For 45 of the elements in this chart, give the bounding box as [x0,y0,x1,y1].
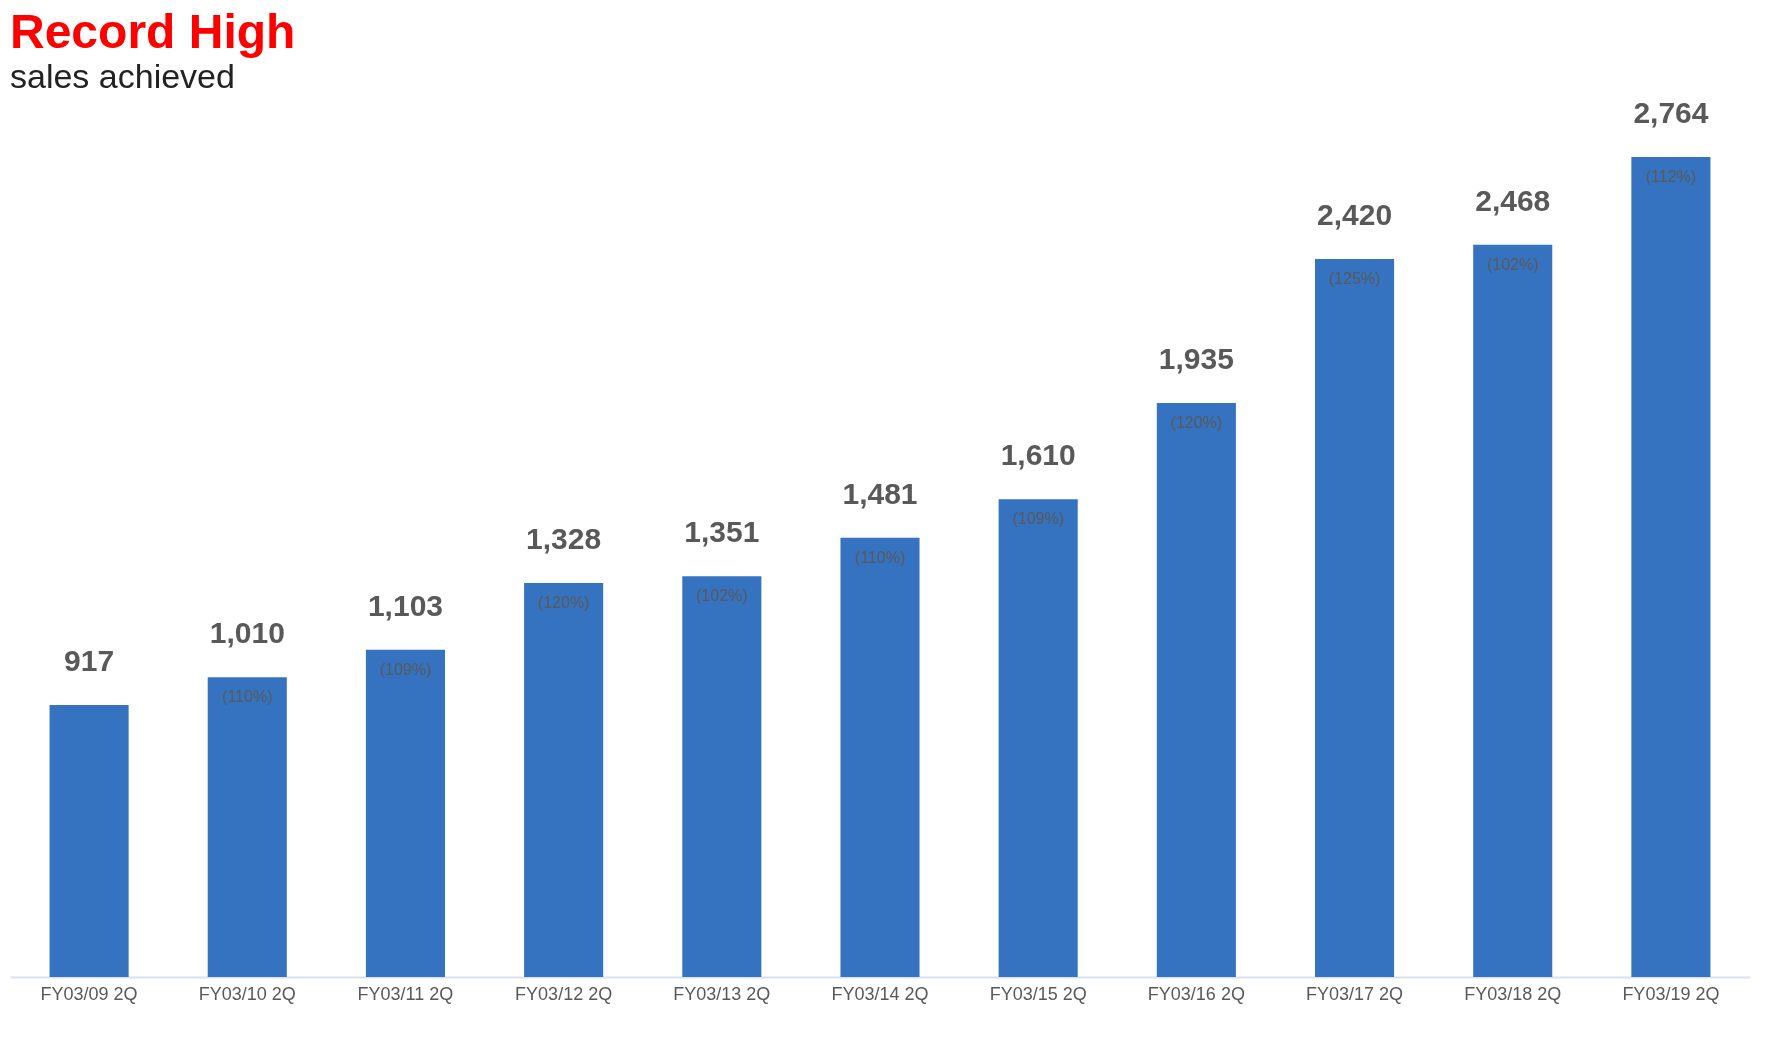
data-label: 1,481 [842,476,918,510]
x-tick-label: FY03/18 2Q [1464,983,1562,1004]
chart-title: Record High [10,5,296,58]
data-label: 917 [64,643,115,677]
data-label: 1,328 [526,522,602,556]
bar [840,537,920,977]
data-label: 1,351 [684,515,760,549]
annotation: (120%) [1170,413,1223,431]
bar [682,576,762,977]
chart-subtitle: sales achieved [10,57,235,95]
annotation: (112%) [1645,168,1697,185]
annotation: (110%) [854,548,906,566]
annotation: (109%) [379,660,432,678]
x-tick-label: FY03/15 2Q [989,983,1087,1004]
bar [524,583,604,977]
bar [49,704,129,977]
bar [365,649,445,977]
x-tick-label: FY03/10 2Q [198,983,296,1004]
data-label: 1,010 [209,616,285,650]
x-tick-label: FY03/19 2Q [1622,983,1720,1004]
x-tick-label: FY03/12 2Q [515,983,613,1004]
data-label: 1,935 [1158,341,1234,375]
data-label: 1,610 [1000,438,1076,472]
bar [1631,157,1711,977]
annotation: (125%) [1328,270,1381,288]
x-tick-label: FY03/11 2Q [357,983,454,1004]
annotation: (102%) [1486,255,1539,273]
data-label: 1,103 [367,588,443,622]
annotation: (109%) [1012,510,1064,528]
x-tick-label: FY03/09 2Q [40,983,138,1004]
x-tick-label: FY03/16 2Q [1147,983,1245,1004]
bar [998,499,1078,977]
x-tick-label: FY03/17 2Q [1306,983,1404,1004]
data-label: 2,468 [1475,183,1551,217]
bar [207,677,287,977]
bar [1156,402,1236,977]
bar [1473,244,1553,977]
data-label: 2,764 [1633,96,1709,129]
annotation: (102%) [696,587,748,605]
bar [1315,259,1395,977]
annotation: (120%) [537,594,590,612]
x-tick-label: FY03/14 2Q [831,983,929,1004]
data-label: 2,420 [1317,198,1393,232]
annotation: (110%) [222,688,273,706]
x-tick-label: FY03/13 2Q [673,983,771,1004]
